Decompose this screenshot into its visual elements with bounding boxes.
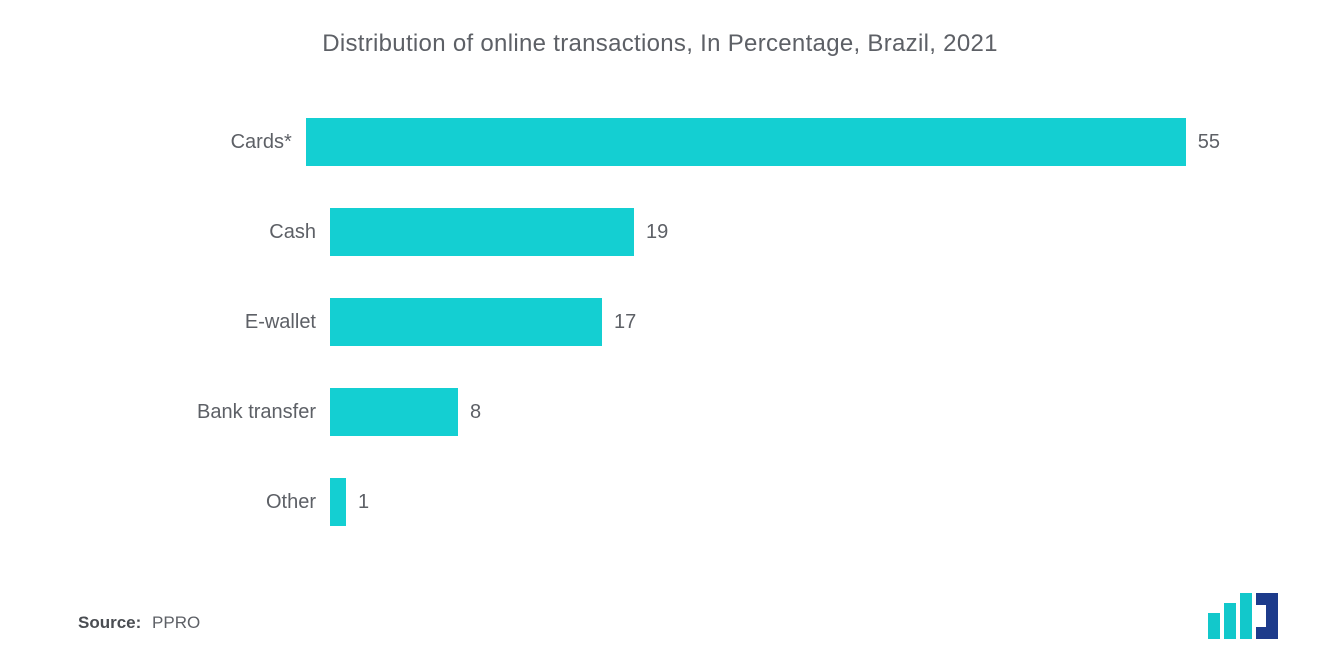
bar-list: Cards* 55 Cash 19 E-wallet 17 Bank transfer 8 Ot…	[60, 118, 1260, 526]
chart-title: Distribution of online transactions, In …	[60, 30, 1260, 58]
bar-track: 1	[330, 478, 1220, 526]
bar	[330, 388, 458, 436]
bar-value: 8	[470, 401, 481, 424]
bar-track: 17	[330, 298, 1220, 346]
bar-value: 17	[614, 311, 636, 334]
category-label: E-wallet	[160, 311, 330, 334]
bar	[330, 298, 602, 346]
bar-row: Cards* 55	[160, 118, 1220, 166]
category-label: Bank transfer	[160, 401, 330, 424]
source-line: Source: PPRO	[78, 613, 200, 633]
bar	[306, 118, 1186, 166]
bar-value: 19	[646, 221, 668, 244]
category-label: Cards*	[160, 131, 306, 154]
bar-track: 8	[330, 388, 1220, 436]
chart-container: Distribution of online transactions, In …	[0, 0, 1320, 526]
bar-row: Other 1	[160, 478, 1220, 526]
brand-logo	[1206, 593, 1280, 641]
category-label: Other	[160, 491, 330, 514]
bar	[330, 478, 346, 526]
category-label: Cash	[160, 221, 330, 244]
logo-icon	[1206, 593, 1280, 641]
bar	[330, 208, 634, 256]
bar-row: Bank transfer 8	[160, 388, 1220, 436]
source-name: PPRO	[152, 613, 200, 632]
bar-track: 55	[306, 118, 1220, 166]
bar-row: E-wallet 17	[160, 298, 1220, 346]
bar-row: Cash 19	[160, 208, 1220, 256]
bar-value: 55	[1198, 131, 1220, 154]
bar-value: 1	[358, 491, 369, 514]
bar-track: 19	[330, 208, 1220, 256]
source-label: Source:	[78, 613, 141, 632]
